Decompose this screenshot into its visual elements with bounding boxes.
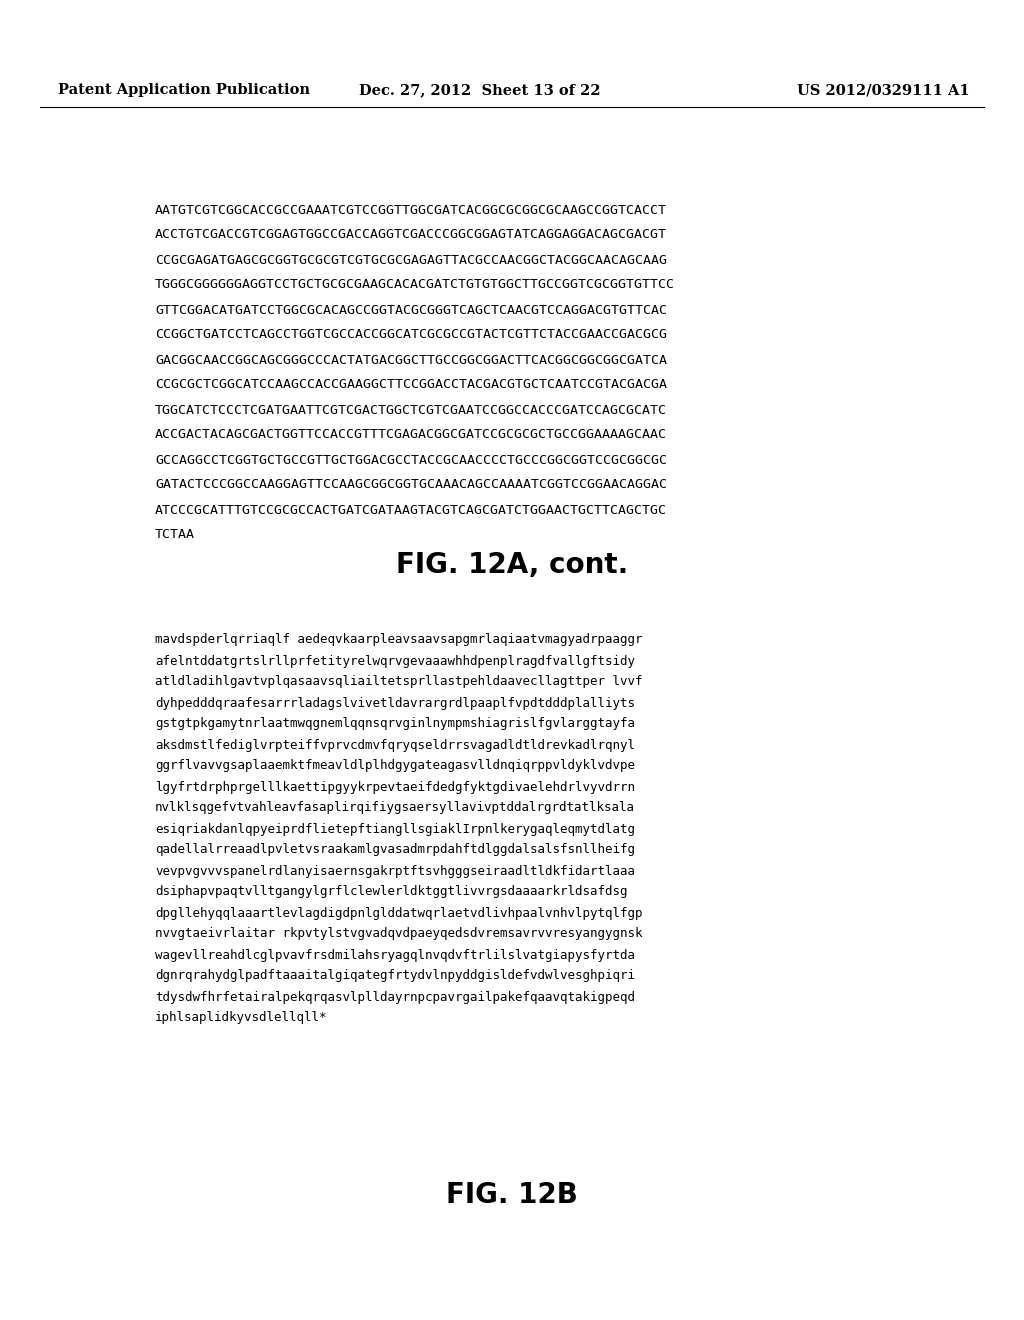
Text: ACCGACTACAGCGACTGGTTCCACCGTTTCGAGACGGCGATCCGCGCGCTGCCGGAAAAGCAAC: ACCGACTACAGCGACTGGTTCCACCGTTTCGAGACGGCGA…: [155, 429, 667, 441]
Text: TGGCATCTCCCTCGATGAATTCGTCGACTGGCTCGTCGAATCCGGCCACCCGATCCAGCGCATC: TGGCATCTCCCTCGATGAATTCGTCGACTGGCTCGTCGAA…: [155, 404, 667, 417]
Text: ggrflvavvgsaplaaemktfmeavldlplhdgygateagasvlldnqiqrppvldyklvdvpe: ggrflvavvgsaplaaemktfmeavldlplhdgygateag…: [155, 759, 635, 772]
Text: AATGTCGTCGGCACCGCCGAAATCGTCCGGTTGGCGATCACGGCGCGGCGCAAGCCGGTCACCT: AATGTCGTCGGCACCGCCGAAATCGTCCGGTTGGCGATCA…: [155, 203, 667, 216]
Text: afelntddatgrtslrllprfetityrelwqrvgevaaawhhdpenplragdfvallgftsidy: afelntddatgrtslrllprfetityrelwqrvgevaaaw…: [155, 655, 635, 668]
Text: GCCAGGCCTCGGTGCTGCCGTTGCTGGACGCCTACCGCAACCCCTGCCCGGCGGTCCGCGGCGC: GCCAGGCCTCGGTGCTGCCGTTGCTGGACGCCTACCGCAA…: [155, 454, 667, 466]
Text: GATACTCCCGGCCAAGGAGTTCCAAGCGGCGGTGCAAACAGCCAAAATCGGTCCGGAACAGGAC: GATACTCCCGGCCAAGGAGTTCCAAGCGGCGGTGCAAACA…: [155, 479, 667, 491]
Text: dyhpedddqraafesarrrladagslvivetldavrargrdlpaaplfvpdtdddplalliyts: dyhpedddqraafesarrrladagslvivetldavrargr…: [155, 697, 635, 710]
Text: tdysdwfhrfetairalpekqrqasvlplldayrnpcpavrgailpakefqaavqtakigpeqd: tdysdwfhrfetairalpekqrqasvlplldayrnpcpav…: [155, 990, 635, 1003]
Text: atldladihlgavtvplqasaavsqliailtetsprllastpehldaavecllagttper lvvf: atldladihlgavtvplqasaavsqliailtetsprllas…: [155, 676, 642, 689]
Text: nvlklsqgefvtvahleavfasaplirqifiygsaersyllavivptddalrgrdtatlksala: nvlklsqgefvtvahleavfasaplirqifiygsaersyl…: [155, 801, 635, 814]
Text: aksdmstlfediglvrpteiffvprvcdmvfqryqseldrrsvagadldtldrevkadlrqnyl: aksdmstlfediglvrpteiffvprvcdmvfqryqseldr…: [155, 738, 635, 751]
Text: CCGGCTGATCCTCAGCCTGGTCGCCACCGGCATCGCGCCGTACTCGTTCTACCGAACCGACGCG: CCGGCTGATCCTCAGCCTGGTCGCCACCGGCATCGCGCCG…: [155, 329, 667, 342]
Text: Patent Application Publication: Patent Application Publication: [58, 83, 310, 96]
Text: GACGGCAACCGGCAGCGGGCCCACTATGACGGCTTGCCGGCGGACTTCACGGCGGCGGCGATCA: GACGGCAACCGGCAGCGGGCCCACTATGACGGCTTGCCGG…: [155, 354, 667, 367]
Text: mavdspderlqrriaqlf aedeqvkaarpleavsaavsapgmrlaqiaatvmagyadrpaaggr: mavdspderlqrriaqlf aedeqvkaarpleavsaavsa…: [155, 634, 642, 647]
Text: qadellalrreaadlpvletvsraakamlgvasadmrpdahftdlggdalsalsfsnllheifg: qadellalrreaadlpvletvsraakamlgvasadmrpda…: [155, 843, 635, 857]
Text: lgyfrtdrphprgelllkaettipgyykrpevtaeifdedgfyktgdivaelehdrlvyvdrrn: lgyfrtdrphprgelllkaettipgyykrpevtaeifded…: [155, 780, 635, 793]
Text: FIG. 12A, cont.: FIG. 12A, cont.: [396, 550, 628, 579]
Text: dgnrqrahydglpadftaaaitalgiqategfrtydvlnpyddgisldefvdwlvesghpiqri: dgnrqrahydglpadftaaaitalgiqategfrtydvlnp…: [155, 969, 635, 982]
Text: iphlsaplidkyvsdlellqll*: iphlsaplidkyvsdlellqll*: [155, 1011, 328, 1024]
Text: FIG. 12B: FIG. 12B: [446, 1181, 578, 1209]
Text: nvvgtaeivrlaitar rkpvtylstvgvadqvdpaeyqedsdvremsavrvvresyangygnsk: nvvgtaeivrlaitar rkpvtylstvgvadqvdpaeyqe…: [155, 928, 642, 940]
Text: vevpvgvvvspanelrdlanyisaernsgakrptftsvhgggseiraadltldkfidartlaaa: vevpvgvvvspanelrdlanyisaernsgakrptftsvhg…: [155, 865, 635, 878]
Text: gstgtpkgamytnrlaatmwqgnemlqqnsqrvginlnympmshiagrislfgvlarggtayfa: gstgtpkgamytnrlaatmwqgnemlqqnsqrvginlnym…: [155, 718, 635, 730]
Text: wagevllreahdlcglpvavfrsdmilahsryagqlnvqdvftrlilslvatgiapysfyrtda: wagevllreahdlcglpvavfrsdmilahsryagqlnvqd…: [155, 949, 635, 961]
Text: esiqriakdanlqpyeiprdflietepftiangllsgiaklIrpnlkerygaqleqmytdlatg: esiqriakdanlqpyeiprdflietepftiangllsgiak…: [155, 822, 635, 836]
Text: US 2012/0329111 A1: US 2012/0329111 A1: [798, 83, 970, 96]
Text: ATCCCGCATTTGTCCGCGCCACTGATCGATAAGTACGTCAGCGATCTGGAACTGCTTCAGCTGC: ATCCCGCATTTGTCCGCGCCACTGATCGATAAGTACGTCA…: [155, 503, 667, 516]
Text: TGGGCGGGGGGAGGTCCTGCTGCGCGAAGCACACGATCTGTGTGGCTTGCCGGTCGCGGTGTTCC: TGGGCGGGGGGAGGTCCTGCTGCGCGAAGCACACGATCTG…: [155, 279, 675, 292]
Text: CCGCGAGATGAGCGCGGTGCGCGTCGTGCGCGAGAGTTACGCCAACGGCTACGGCAACAGCAAG: CCGCGAGATGAGCGCGGTGCGCGTCGTGCGCGAGAGTTAC…: [155, 253, 667, 267]
Text: Dec. 27, 2012  Sheet 13 of 22: Dec. 27, 2012 Sheet 13 of 22: [359, 83, 601, 96]
Text: CCGCGCTCGGCATCCAAGCCACCGAAGGCTTCCGGACCTACGACGTGCTCAATCCGTACGACGA: CCGCGCTCGGCATCCAAGCCACCGAAGGCTTCCGGACCTA…: [155, 379, 667, 392]
Text: dsiphapvpaqtvlltgangylgrflclewlerldktggtlivvrgsdaaaarkrldsafdsg: dsiphapvpaqtvlltgangylgrflclewlerldktggt…: [155, 886, 628, 899]
Text: TCTAA: TCTAA: [155, 528, 195, 541]
Text: ACCTGTCGACCGTCGGAGTGGCCGACCAGGTCGACCCGGCGGAGTATCAGGAGGACAGCGACGT: ACCTGTCGACCGTCGGAGTGGCCGACCAGGTCGACCCGGC…: [155, 228, 667, 242]
Text: dpgllehyqqlaaartlevlagdigdpnlglddatwqrlaetvdlivhpaalvnhvlpytqlfgp: dpgllehyqqlaaartlevlagdigdpnlglddatwqrla…: [155, 907, 642, 920]
Text: GTTCGGACATGATCCTGGCGCACAGCCGGTACGCGGGTCAGCTCAACGTCCAGGACGTGTTCAC: GTTCGGACATGATCCTGGCGCACAGCCGGTACGCGGGTCA…: [155, 304, 667, 317]
